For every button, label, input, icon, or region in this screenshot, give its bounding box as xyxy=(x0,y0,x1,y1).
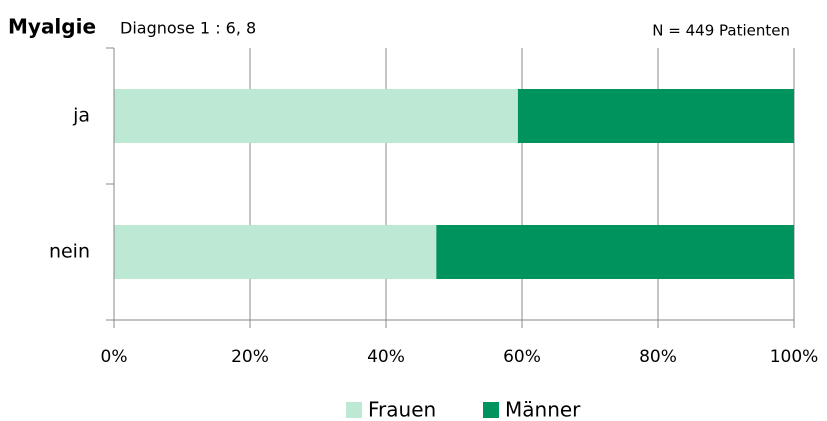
x-tick-label: 0% xyxy=(101,347,128,367)
legend-swatch xyxy=(483,402,499,418)
annotation: N = 449 Patienten xyxy=(652,22,790,40)
x-tick-label: 80% xyxy=(639,347,677,367)
bar xyxy=(517,89,794,143)
x-tick-label: 20% xyxy=(231,347,269,367)
bar xyxy=(114,225,437,279)
y-tick-label: nein xyxy=(49,241,90,263)
legend-label: Frauen xyxy=(368,398,436,421)
x-tick-label: 100% xyxy=(770,347,819,367)
x-tick-label: 40% xyxy=(367,347,405,367)
chart-title: Myalgie xyxy=(8,15,96,39)
legend-label: Männer xyxy=(505,398,581,421)
bar xyxy=(114,89,518,143)
bar xyxy=(436,225,794,279)
chart-subtitle: Diagnose 1 : 6, 8 xyxy=(120,19,256,38)
legend-swatch xyxy=(346,402,362,418)
x-tick-label: 60% xyxy=(503,347,541,367)
y-tick-label: ja xyxy=(72,105,90,127)
